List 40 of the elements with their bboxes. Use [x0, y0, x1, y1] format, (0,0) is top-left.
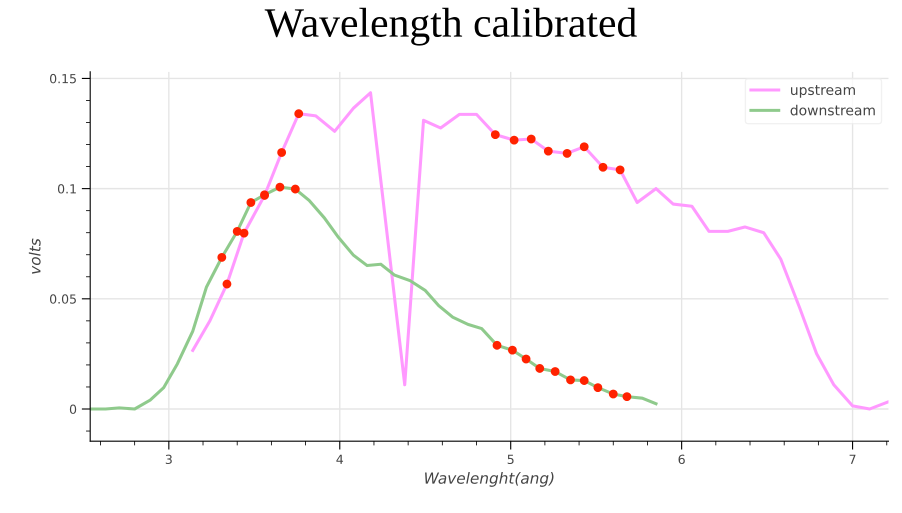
point	[508, 346, 517, 355]
point	[492, 340, 502, 350]
point	[544, 146, 553, 156]
point	[276, 182, 284, 192]
point	[290, 184, 300, 194]
point	[598, 162, 608, 172]
point	[490, 130, 500, 140]
point	[593, 383, 602, 392]
point	[522, 354, 530, 364]
point	[580, 376, 589, 385]
x-tick-label: 6	[678, 454, 685, 464]
point	[608, 390, 618, 398]
point	[217, 252, 226, 262]
point	[526, 134, 536, 144]
x-tick-label: 5	[508, 454, 514, 464]
point	[294, 109, 304, 118]
x-tick-label: 3	[166, 454, 172, 464]
point	[550, 367, 560, 376]
y-tick-label: 0.05	[50, 294, 76, 304]
y-tick-label: 0.15	[50, 74, 76, 84]
legend-label: downstream	[790, 104, 875, 116]
x-axis-title: Wavelenght(ang)	[425, 472, 554, 487]
point	[566, 376, 575, 384]
x-tick-label: 4	[336, 454, 344, 464]
point	[622, 392, 632, 402]
point	[232, 226, 242, 236]
point	[246, 198, 256, 207]
x-tick-label: 7	[850, 454, 856, 464]
y-axis-title: volts	[28, 238, 41, 274]
point	[580, 142, 589, 152]
point	[535, 364, 544, 373]
legend-label: upstream	[791, 85, 855, 98]
y-tick-label: 0.1	[58, 184, 76, 194]
point	[616, 166, 624, 174]
point	[277, 148, 286, 157]
point	[562, 148, 572, 158]
point	[510, 136, 519, 145]
y-tick-label: 0	[70, 404, 76, 414]
point	[222, 280, 232, 288]
chart-title: Wavelength calibrated	[264, 8, 637, 46]
